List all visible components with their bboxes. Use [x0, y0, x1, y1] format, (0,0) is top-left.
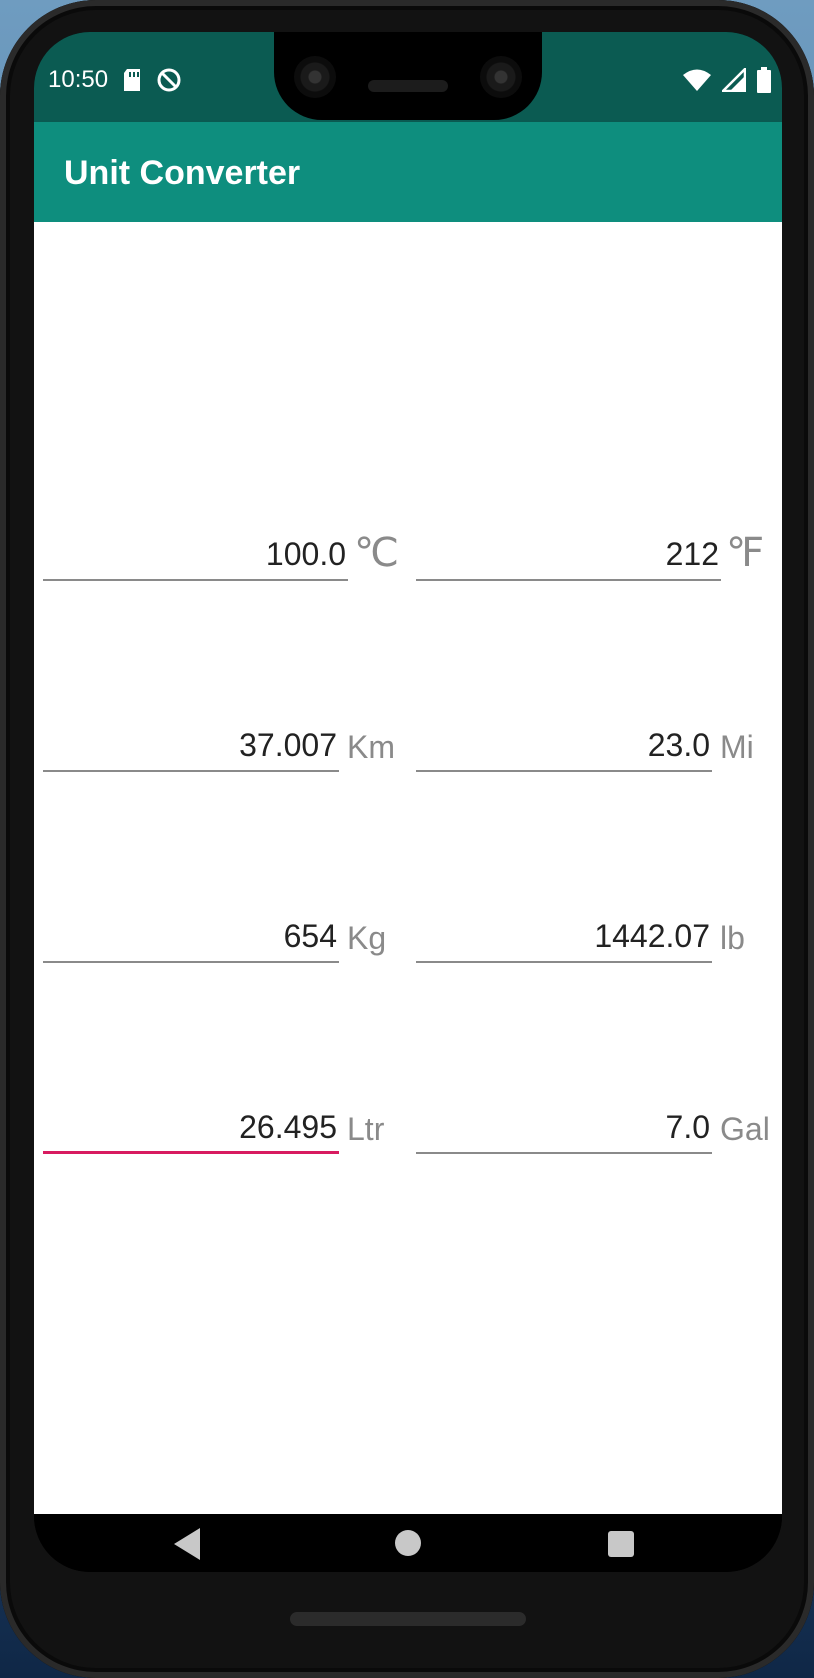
miles-input[interactable]: 23.0: [416, 722, 712, 772]
navigation-bar: [34, 1514, 782, 1572]
status-left: 10:50: [48, 62, 182, 98]
kilograms-input[interactable]: 654: [43, 913, 339, 963]
signal-icon: [722, 68, 746, 92]
status-right: [682, 62, 772, 98]
kilometers-input[interactable]: 37.007: [43, 722, 339, 772]
earpiece-speaker: [368, 80, 448, 92]
back-icon[interactable]: [174, 1528, 200, 1560]
battery-icon: [757, 67, 771, 93]
status-time: 10:50: [48, 66, 109, 93]
status-bar: 10:50: [34, 32, 782, 122]
celsius-input[interactable]: 100.0: [43, 531, 348, 581]
gallons-unit-label: Gal: [720, 1111, 770, 1147]
fahrenheit-unit-label: ℉: [726, 531, 765, 575]
front-camera-icon: [294, 56, 336, 98]
do-not-disturb-icon: [157, 68, 181, 92]
pounds-unit-label: lb: [720, 920, 745, 956]
wifi-icon: [683, 69, 711, 91]
fahrenheit-input[interactable]: 212: [416, 531, 721, 581]
home-icon[interactable]: [395, 1530, 421, 1556]
converter-content: 100.0 ℃ 212 ℉ 37.007 Km 23.0 Mi 654 Kg 1…: [34, 222, 782, 1514]
sd-card-icon: [124, 69, 141, 91]
kilograms-unit-label: Kg: [347, 920, 387, 956]
gallons-input[interactable]: 7.0: [416, 1104, 712, 1154]
app-title: Unit Converter: [64, 154, 301, 192]
pounds-input[interactable]: 1442.07: [416, 913, 712, 963]
liters-unit-label: Ltr: [347, 1111, 385, 1147]
front-camera-icon: [480, 56, 522, 98]
miles-unit-label: Mi: [720, 729, 754, 765]
recent-apps-icon[interactable]: [608, 1531, 634, 1557]
kilometers-unit-label: Km: [347, 729, 395, 765]
camera-notch: [274, 32, 542, 120]
celsius-unit-label: ℃: [354, 531, 399, 575]
screen: 10:50: [34, 32, 782, 1572]
bottom-speaker-grille: [290, 1612, 526, 1626]
liters-input[interactable]: 26.495: [43, 1104, 339, 1154]
app-bar: Unit Converter: [34, 122, 782, 222]
